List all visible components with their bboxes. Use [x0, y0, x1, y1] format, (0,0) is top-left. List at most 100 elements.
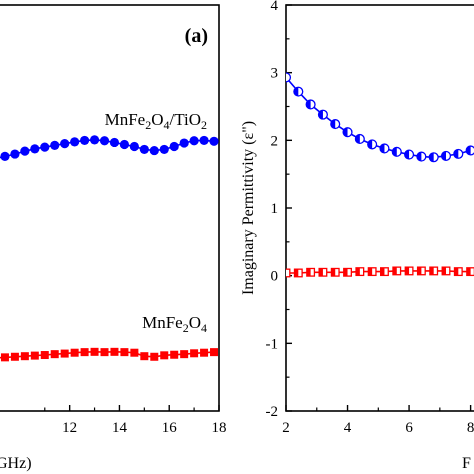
left-data-point: [189, 136, 199, 146]
left-x-tick-label: 18: [212, 420, 227, 436]
left-data-point: [119, 139, 130, 150]
right-x-tick-label: 8: [467, 420, 474, 436]
left-series-layer: [0, 135, 219, 362]
right-series-line-0: [286, 76, 474, 159]
left-data-point: [170, 350, 179, 359]
left-plot-frame: [0, 4, 220, 412]
left-x-tick-label: 12: [62, 420, 77, 436]
right-data-point: [428, 152, 439, 163]
left-data-point: [20, 352, 29, 361]
left-data-point: [40, 351, 49, 360]
right-data-point: [286, 268, 291, 278]
left-data-point: [200, 348, 209, 357]
left-data-point: [90, 347, 99, 356]
right-data-point: [379, 143, 390, 154]
right-x-tick-label: 4: [344, 420, 352, 436]
right-data-point: [330, 119, 341, 130]
right-y-tick-label: 0: [271, 269, 279, 285]
left-data-point: [0, 151, 10, 161]
right-data-point: [466, 267, 474, 277]
left-data-point: [120, 348, 129, 357]
right-data-point: [416, 266, 426, 276]
left-data-point: [30, 144, 40, 154]
left-data-point: [129, 141, 139, 152]
left-series-label-ferrite: MnFe2O4: [142, 313, 207, 335]
left-data-point: [80, 135, 90, 146]
right-data-point: [355, 267, 365, 277]
right-data-point: [453, 148, 464, 159]
left-data-point: [10, 352, 19, 361]
left-x-ticks: 12 14 16 18: [44, 405, 227, 436]
right-data-point: [342, 127, 353, 138]
left-data-point: [0, 353, 9, 362]
right-plot-frame: [285, 4, 474, 412]
right-data-point: [416, 151, 427, 162]
left-data-point: [70, 137, 80, 147]
left-data-point: [99, 136, 110, 146]
right-data-point: [404, 266, 414, 276]
left-data-point: [180, 350, 189, 359]
right-data-point: [392, 266, 402, 276]
left-data-point: [60, 349, 69, 358]
right-y-tick-label: -2: [266, 404, 279, 420]
left-data-point: [160, 351, 169, 360]
right-data-point: [453, 267, 463, 277]
right-y-tick-label: -1: [266, 336, 279, 352]
left-data-point: [20, 146, 30, 156]
right-data-point: [354, 133, 365, 145]
right-data-point: [306, 267, 316, 277]
left-data-point: [190, 349, 199, 358]
left-panel-tag: (a): [185, 25, 208, 47]
left-data-point: [199, 135, 209, 146]
left-x-tick-label: 14: [112, 420, 128, 436]
right-data-point: [367, 267, 377, 277]
left-x-tick-label: 16: [162, 420, 178, 436]
right-data-point: [380, 267, 389, 277]
right-data-point: [305, 99, 316, 110]
left-data-point: [159, 144, 169, 155]
right-x-tick-label: 6: [405, 420, 413, 436]
right-data-point: [367, 139, 378, 150]
left-data-point: [40, 142, 50, 152]
left-data-point: [30, 351, 39, 360]
left-data-point: [110, 347, 119, 356]
left-panel: 12 14 16 18 (a) MnFe2O4/TiO2 MnFe2O4 GHz): [0, 4, 227, 472]
right-data-point: [429, 266, 439, 276]
right-data-point: [343, 267, 352, 277]
right-data-point: [286, 72, 292, 83]
right-data-point: [465, 145, 474, 156]
left-data-point: [149, 145, 159, 156]
left-data-point: [150, 352, 159, 361]
right-y-ticks: -2 -1 0 1 2 3 4: [266, 0, 292, 420]
right-panel: 2 4 6 8 -2 -1 0 1 2 3 4 Imaginary Permittivity (ε…: [240, 0, 474, 472]
right-data-point: [330, 267, 340, 277]
right-data-point: [318, 267, 328, 277]
left-data-point: [10, 149, 20, 159]
left-data-point: [70, 348, 79, 357]
right-x-tick-label: 2: [282, 420, 290, 436]
right-y-tick-label: 4: [271, 0, 279, 14]
left-series-label-composite: MnFe2O4/TiO2: [105, 110, 207, 132]
left-data-point: [140, 352, 149, 361]
left-data-point: [89, 135, 100, 145]
right-y-tick-label: 3: [271, 66, 279, 82]
left-data-point: [80, 348, 89, 357]
right-y-axis-title: Imaginary Permittivity (ε"): [240, 121, 257, 295]
right-data-point: [317, 109, 328, 120]
left-data-point: [60, 139, 70, 149]
right-x-ticks: 2 4 6 8: [282, 405, 474, 436]
right-data-point: [391, 146, 402, 157]
left-data-point: [130, 348, 139, 357]
right-data-point: [293, 268, 303, 278]
left-data-point: [210, 348, 219, 357]
left-data-point: [109, 137, 120, 148]
left-data-point: [50, 140, 60, 150]
right-data-point: [404, 149, 415, 160]
left-data-point: [50, 350, 59, 359]
right-y-tick-label: 2: [271, 133, 279, 149]
right-data-point: [440, 150, 452, 161]
right-data-point: [441, 266, 451, 276]
left-data-point: [169, 141, 179, 152]
left-data-point: [179, 138, 189, 148]
right-series-layer: [286, 72, 474, 278]
